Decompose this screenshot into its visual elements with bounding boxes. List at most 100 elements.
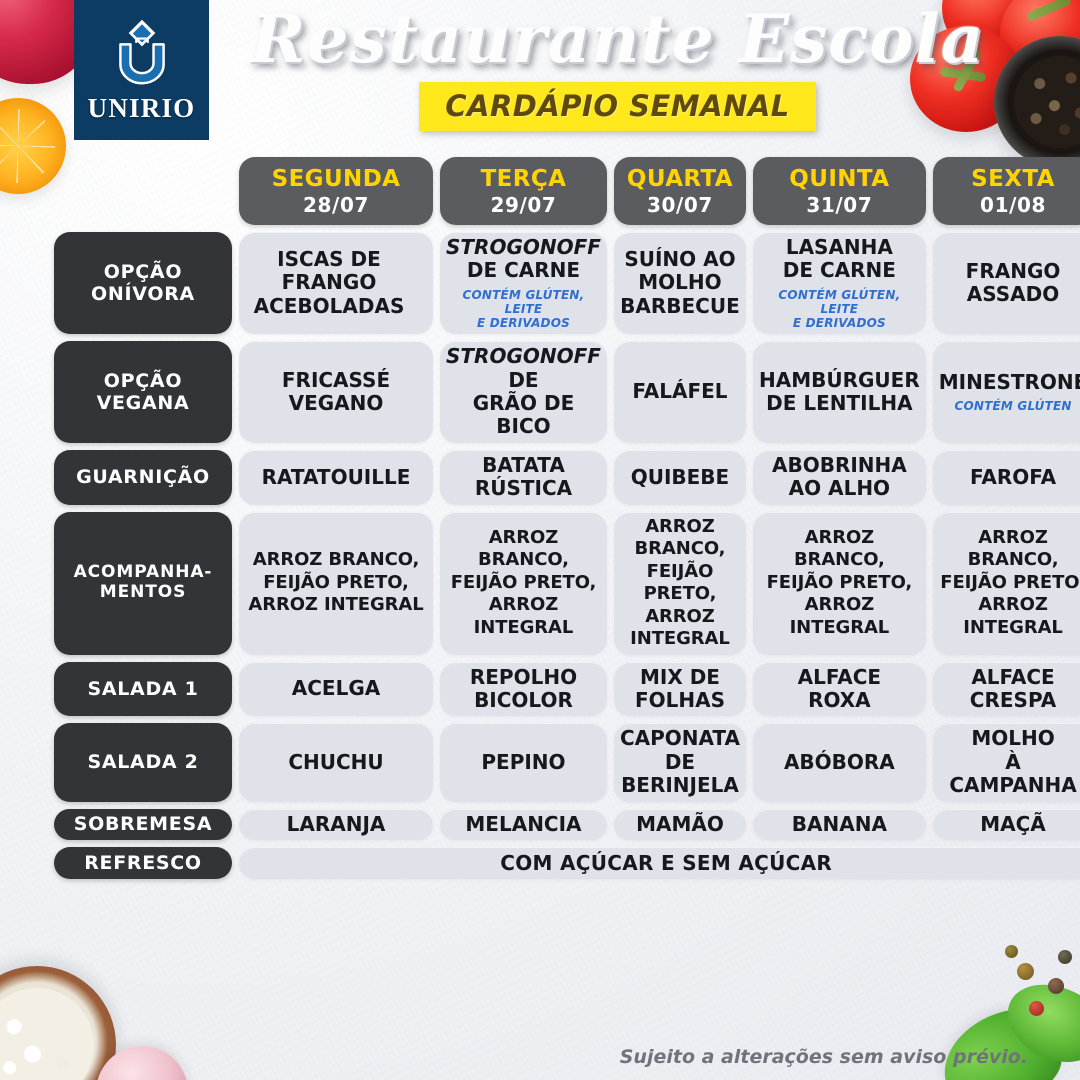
day-name: SEXTA (971, 165, 1055, 192)
row-label-refresco: REFRESCO (54, 846, 232, 879)
dish-name: LASANHA DE CARNE (782, 235, 896, 283)
dish-name: SUÍNO AO MOLHO BARBECUE (620, 247, 740, 318)
menu-cell-refresco-all-week: COM AÇÚCAR E SEM AÇÚCAR (239, 846, 1080, 879)
unirio-wordmark: UNIRIO (87, 92, 196, 123)
dish-name: STROGONOFF DE CARNE (446, 235, 601, 283)
dish-name: CHUCHU (288, 749, 384, 774)
menu-cell-salada1-sexta: ALFACE CRESPA (932, 661, 1080, 717)
menu-cell-acompanhamentos-terca: ARROZ BRANCO, FEIJÃO PRETO, ARROZ INTEGR… (440, 511, 607, 655)
row-label-opcao-onivora: OPÇÃO ONÍVORA (54, 232, 232, 335)
dish-name: HAMBÚRGUER DE LENTILHA (759, 367, 920, 416)
dish-name: MELANCIA (465, 811, 582, 836)
menu-cell-sobremesa-quinta: BANANA (753, 808, 926, 840)
row-label-salada-2: SALADA 2 (54, 723, 232, 802)
day-date: 01/08 (980, 192, 1047, 217)
peppercorns-photo (1017, 963, 1034, 980)
subtitle-label: CARDÁPIO SEMANAL (445, 89, 790, 123)
dish-name: ACELGA (291, 676, 381, 701)
peppercorns-photo (1005, 945, 1018, 958)
poster-header: UNIRIO Restaurante Escola CARDÁPIO SEMAN… (0, 0, 1080, 150)
dish-name: REPOLHO BICOLOR (469, 664, 578, 712)
menu-cell-guarnicao-terca: BATATA RÚSTICA (440, 449, 607, 505)
menu-cell-onivora-terca: STROGONOFF DE CARNE CONTÉM GLÚTEN, LEITE … (440, 232, 607, 335)
menu-cell-onivora-sexta: FRANGO ASSADO (932, 232, 1080, 335)
menu-cell-sobremesa-quarta: MAMÃO (613, 808, 746, 840)
day-header-segunda: SEGUNDA 28/07 (239, 157, 433, 225)
menu-cell-salada2-quarta: CAPONATA DE BERINJELA (613, 723, 746, 802)
peppercorns-photo (1048, 978, 1064, 994)
day-name: SEGUNDA (271, 165, 401, 192)
dish-name: LARANJA (286, 811, 386, 836)
menu-cell-acompanhamentos-sexta: ARROZ BRANCO, FEIJÃO PRETO, ARROZ INTEGR… (932, 511, 1080, 655)
menu-cell-sobremesa-sexta: MAÇÃ (932, 808, 1080, 840)
dish-name: FAROFA (969, 464, 1057, 489)
menu-cell-guarnicao-quinta: ABOBRINHA AO ALHO (753, 449, 926, 505)
dish-name: ARROZ BRANCO, FEIJÃO PRETO, ARROZ INTEGR… (766, 526, 913, 638)
menu-cell-vegana-sexta: MINESTRONE CONTÉM GLÚTEN (932, 341, 1080, 443)
day-date: 31/07 (806, 192, 873, 217)
unirio-logo: UNIRIO (74, 0, 209, 140)
dish-name: STROGONOFF DE GRÃO DE BICO (446, 344, 601, 439)
menu-cell-salada1-quarta: MIX DE FOLHAS (613, 661, 746, 717)
menu-cell-vegana-terca: STROGONOFF DE GRÃO DE BICO (440, 341, 607, 443)
dish-name: MIX DE FOLHAS (634, 664, 725, 712)
day-name: TERÇA (480, 165, 567, 192)
menu-cell-onivora-quarta: SUÍNO AO MOLHO BARBECUE (613, 232, 746, 335)
dish-name: MAMÃO (636, 811, 724, 836)
dish-name: ARROZ BRANCO, FEIJÃO PRETO, ARROZ INTEGR… (630, 515, 730, 650)
day-header-quinta: QUINTA 31/07 (753, 157, 926, 225)
title-block: Restaurante Escola CARDÁPIO SEMANAL (215, 6, 1020, 131)
day-name: QUARTA (626, 165, 734, 192)
menu-cell-acompanhamentos-quarta: ARROZ BRANCO, FEIJÃO PRETO, ARROZ INTEGR… (613, 511, 746, 655)
menu-cell-onivora-segunda: ISCAS DE FRANGO ACEBOLADAS (239, 232, 433, 335)
row-label-acompanhamentos: ACOMPANHA- MENTOS (54, 511, 232, 655)
menu-cell-vegana-quarta: FALÁFEL (613, 341, 746, 443)
menu-cell-acompanhamentos-quinta: ARROZ BRANCO, FEIJÃO PRETO, ARROZ INTEGR… (753, 511, 926, 655)
dish-name: MINESTRONE (938, 369, 1080, 394)
menu-cell-salada2-terca: PEPINO (440, 723, 607, 802)
menu-cell-guarnicao-sexta: FAROFA (932, 449, 1080, 505)
dish-name: ARROZ BRANCO, FEIJÃO PRETO, ARROZ INTEGR… (248, 549, 424, 616)
allergen-note: CONTÉM GLÚTEN, LEITE E DERIVADOS (462, 287, 585, 331)
dish-name: FRICASSÉ VEGANO (281, 367, 391, 416)
dish-name: RATATOUILLE (261, 464, 411, 489)
menu-cell-salada1-segunda: ACELGA (239, 661, 433, 717)
menu-cell-salada2-sexta: MOLHO À CAMPANHA (932, 723, 1080, 802)
row-label-salada-1: SALADA 1 (54, 661, 232, 717)
rice-bowl-photo (0, 966, 116, 1080)
row-label-sobremesa: SOBREMESA (54, 808, 232, 840)
menu-cell-acompanhamentos-segunda: ARROZ BRANCO, FEIJÃO PRETO, ARROZ INTEGR… (239, 511, 433, 655)
row-label-opcao-vegana: OPÇÃO VEGANA (54, 341, 232, 443)
dish-name: ISCAS DE FRANGO ACEBOLADAS (253, 247, 405, 318)
row-label-guarnicao: GUARNIÇÃO (54, 449, 232, 505)
dish-name: BATATA RÚSTICA (474, 452, 573, 501)
day-date: 28/07 (303, 192, 369, 217)
day-name: QUINTA (789, 165, 890, 192)
weekly-menu-table: SEGUNDA 28/07 TERÇA 29/07 QUARTA 30/07 Q… (54, 157, 1080, 879)
menu-cell-salada2-quinta: ABÓBORA (753, 723, 926, 802)
dish-name: ABOBRINHA AO ALHO (771, 452, 907, 501)
menu-cell-guarnicao-quarta: QUIBEBE (613, 449, 746, 505)
subtitle-banner: CARDÁPIO SEMANAL (419, 82, 816, 131)
dish-name: QUIBEBE (630, 464, 730, 489)
dish-name: FRANGO ASSADO (965, 258, 1061, 307)
menu-cell-salada1-terca: REPOLHO BICOLOR (440, 661, 607, 717)
allergen-note: CONTÉM GLÚTEN, LEITE E DERIVADOS (778, 287, 901, 331)
unirio-u-diamond-logo-icon (118, 19, 165, 84)
day-header-sexta: SEXTA 01/08 (932, 157, 1080, 225)
day-header-terca: TERÇA 29/07 (440, 157, 607, 225)
onion-photo (96, 1046, 188, 1080)
menu-cell-vegana-quinta: HAMBÚRGUER DE LENTILHA (753, 341, 926, 443)
menu-cell-onivora-quinta: LASANHA DE CARNE CONTÉM GLÚTEN, LEITE E … (753, 232, 926, 335)
dish-name: PEPINO (481, 749, 566, 774)
menu-cell-sobremesa-segunda: LARANJA (239, 808, 433, 840)
day-date: 29/07 (490, 192, 557, 217)
dish-name: MAÇÃ (980, 811, 1046, 836)
dish-name: MOLHO À CAMPANHA (949, 726, 1077, 798)
peppercorns-photo (1029, 1001, 1044, 1016)
day-header-quarta: QUARTA 30/07 (613, 157, 746, 225)
disclaimer-text: Sujeito a alterações sem aviso prévio. (619, 1046, 1028, 1068)
dish-name: ARROZ BRANCO, FEIJÃO PRETO, ARROZ INTEGR… (940, 526, 1080, 638)
dish-name: CAPONATA DE BERINJELA (619, 726, 740, 798)
dish-name: BANANA (791, 811, 887, 836)
